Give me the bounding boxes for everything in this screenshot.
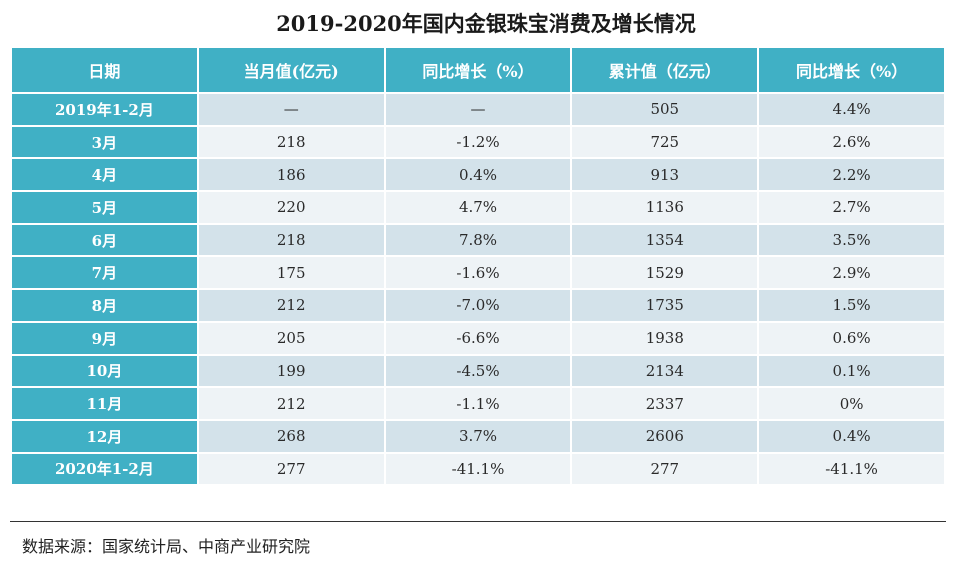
source-note: 数据来源：国家统计局、中商产业研究院 [22,537,311,556]
header-monthly-yoy: 同比增长（%） [385,48,571,92]
cell-date: 7月 [12,257,197,289]
table-row: 9月 205 -6.6% 1938 0.6% [12,322,944,354]
cell-cumulative-value: 725 [572,126,758,158]
table-row: 2020年1-2月 277 -41.1% 277 -41.1% [12,453,944,485]
cell-monthly-value: 205 [198,322,384,354]
table-header-row: 日期 当月值(亿元) 同比增长（%） 累计值（亿元） 同比增长（%） [12,48,944,92]
header-cumulative-yoy: 同比增长（%） [759,48,944,92]
cell-monthly-yoy: 4.7% [385,192,571,223]
cell-monthly-value: 218 [198,126,384,158]
chart-title: 2019-2020年国内金银珠宝消费及增长情况 [276,11,696,36]
cell-date: 10月 [12,355,197,387]
cell-monthly-value: 218 [198,224,384,256]
cell-cumulative-yoy: 2.6% [759,126,944,158]
cell-monthly-yoy: 0.4% [385,159,571,191]
data-table: 日期 当月值(亿元) 同比增长（%） 累计值（亿元） 同比增长（%） 2019年… [10,46,946,486]
cell-monthly-value: 220 [198,192,384,223]
header-monthly-value: 当月值(亿元) [198,48,384,92]
cell-cumulative-yoy: -41.1% [759,453,944,485]
table-row: 12月 268 3.7% 2606 0.4% [12,420,944,452]
header-cumulative-value: 累计值（亿元） [572,48,758,92]
table-row: 7月 175 -1.6% 1529 2.9% [12,257,944,289]
cell-monthly-yoy: -1.2% [385,126,571,158]
cell-monthly-yoy: 3.7% [385,420,571,452]
cell-cumulative-yoy: 3.5% [759,224,944,256]
cell-cumulative-yoy: 0% [759,388,944,419]
cell-monthly-yoy: 7.8% [385,224,571,256]
cell-date: 2020年1-2月 [12,453,197,485]
cell-monthly-yoy: -41.1% [385,453,571,485]
table-row: 11月 212 -1.1% 2337 0% [12,388,944,419]
cell-date: 3月 [12,126,197,158]
cell-monthly-yoy: -6.6% [385,322,571,354]
table-row: 5月 220 4.7% 1136 2.7% [12,192,944,223]
cell-monthly-value: — [198,94,384,125]
cell-cumulative-value: 2134 [572,355,758,387]
cell-cumulative-yoy: 0.6% [759,322,944,354]
table-row: 2019年1-2月 — —505 4.4% [12,94,944,125]
table-row: 3月 218 -1.2% 725 2.6% [12,126,944,158]
cell-date: 2019年1-2月 [12,94,197,125]
cell-monthly-yoy: -1.1% [385,388,571,419]
table-row: 10月 199 -4.5% 2134 0.1% [12,355,944,387]
cell-cumulative-value: 913 [572,159,758,191]
cell-cumulative-value: 1938 [572,322,758,354]
cell-cumulative-yoy: 2.2% [759,159,944,191]
cell-monthly-value: 212 [198,290,384,321]
cell-monthly-value: 212 [198,388,384,419]
cell-cumulative-yoy: 0.4% [759,420,944,452]
cell-cumulative-value: 1529 [572,257,758,289]
cell-cumulative-value: 1354 [572,224,758,256]
cell-cumulative-value: 277 [572,453,758,485]
cell-date: 11月 [12,388,197,419]
table-row: 6月 218 7.8% 1354 3.5% [12,224,944,256]
cell-monthly-value: 199 [198,355,384,387]
cell-cumulative-yoy: 0.1% [759,355,944,387]
cell-monthly-value: 277 [198,453,384,485]
cell-cumulative-value: 1735 [572,290,758,321]
footer-divider [10,521,946,522]
cell-cumulative-yoy: 4.4% [759,94,944,125]
cell-date: 6月 [12,224,197,256]
header-date: 日期 [12,48,197,92]
cell-cumulative-value: 1136 [572,192,758,223]
cell-cumulative-value: 2337 [572,388,758,419]
cell-date: 9月 [12,322,197,354]
cell-monthly-yoy: — [385,94,571,125]
table-row: 8月 212 -7.0% 1735 1.5% [12,290,944,321]
cell-monthly-yoy: -1.6% [385,257,571,289]
cell-date: 8月 [12,290,197,321]
cell-monthly-yoy: -7.0% [385,290,571,321]
cell-monthly-value: 268 [198,420,384,452]
cell-cumulative-value: 505 [572,94,758,125]
table-row: 4月 186 0.4% 913 2.2% [12,159,944,191]
cell-monthly-value: 186 [198,159,384,191]
cell-date: 5月 [12,192,197,223]
cell-cumulative-value: 2606 [572,420,758,452]
cell-date: 12月 [12,420,197,452]
table-body: 2019年1-2月 — —505 4.4% 3月 218 -1.2% 725 2.6% 4月 186… [12,94,944,485]
cell-cumulative-yoy: 1.5% [759,290,944,321]
cell-monthly-yoy: -4.5% [385,355,571,387]
cell-cumulative-yoy: 2.7% [759,192,944,223]
cell-cumulative-yoy: 2.9% [759,257,944,289]
cell-monthly-value: 175 [198,257,384,289]
cell-date: 4月 [12,159,197,191]
